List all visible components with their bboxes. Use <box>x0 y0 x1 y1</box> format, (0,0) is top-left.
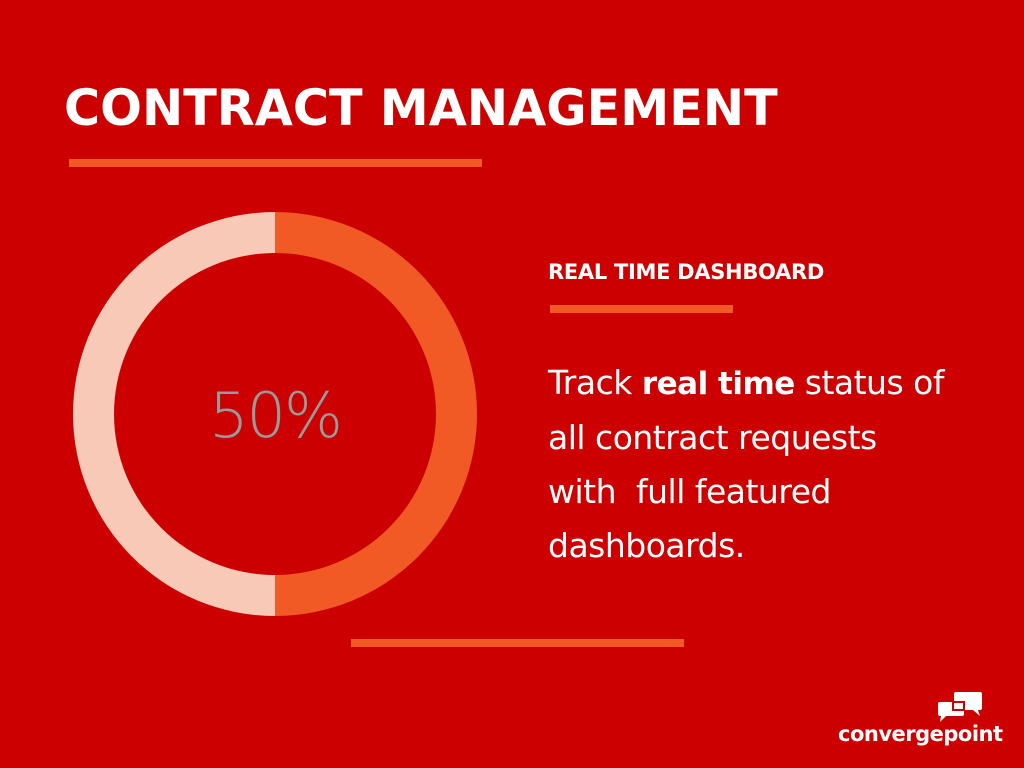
section-underline <box>550 305 733 313</box>
description-line-4: dashboards. <box>548 526 745 565</box>
company-logo: convergepoint <box>838 690 1018 752</box>
description-text: Track real time status of all contract r… <box>548 356 988 573</box>
section-heading: REAL TIME DASHBOARD <box>548 260 824 284</box>
title-underline <box>69 159 482 167</box>
bottom-divider <box>351 639 684 647</box>
donut-chart <box>73 212 477 616</box>
chat-bubbles-icon <box>938 692 982 722</box>
logo-wordmark: convergepoint <box>838 722 1003 746</box>
percent-label: 50% <box>209 379 343 452</box>
description-line-1: Track real time status of <box>548 363 944 402</box>
description-line-3: with full featured <box>548 472 831 511</box>
description-line-2: all contract requests <box>548 418 877 457</box>
highlight-real-time: real time <box>641 366 795 402</box>
page-title: CONTRACT MANAGEMENT <box>64 79 778 137</box>
donut-segment-remaining <box>73 212 275 616</box>
donut-segment-complete <box>275 212 477 616</box>
